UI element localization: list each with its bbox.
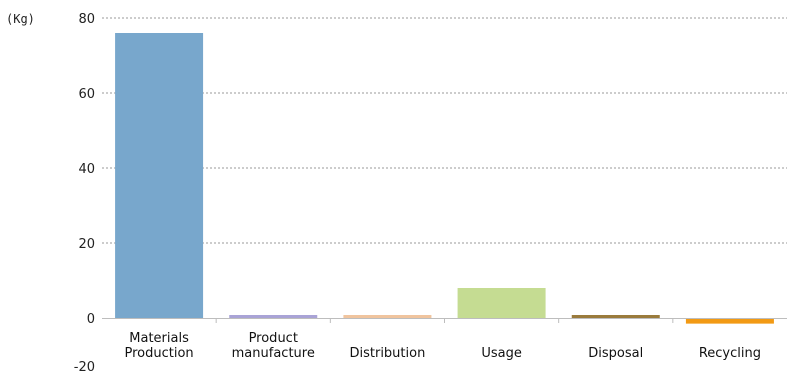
category-label: Disposal	[588, 346, 643, 361]
y-axis-unit-label: (Kg)	[6, 12, 35, 26]
y-tick-label: 0	[87, 312, 95, 327]
y-tick-label: 80	[78, 12, 95, 27]
category-label: Production	[124, 346, 193, 361]
y-tick-label: 40	[78, 162, 95, 177]
bar	[343, 315, 432, 318]
bar	[229, 315, 318, 318]
gridlines	[102, 17, 787, 244]
category-label: manufacture	[232, 346, 315, 361]
x-axis	[102, 318, 787, 323]
y-tick-label: -20	[74, 360, 95, 375]
bar	[571, 315, 660, 318]
bars	[115, 33, 774, 324]
category-label: Usage	[481, 346, 522, 361]
bar	[457, 288, 546, 318]
category-label: Distribution	[349, 346, 425, 361]
bar	[685, 318, 774, 324]
category-label: Recycling	[699, 346, 761, 361]
bar	[115, 33, 204, 318]
category-label: Materials	[129, 331, 189, 346]
y-tick-label: 20	[78, 237, 95, 252]
y-tick-label: 60	[78, 87, 95, 102]
y-axis-ticks: 80 60 40 20 0 -20	[74, 12, 95, 375]
category-label: Product	[249, 331, 298, 346]
